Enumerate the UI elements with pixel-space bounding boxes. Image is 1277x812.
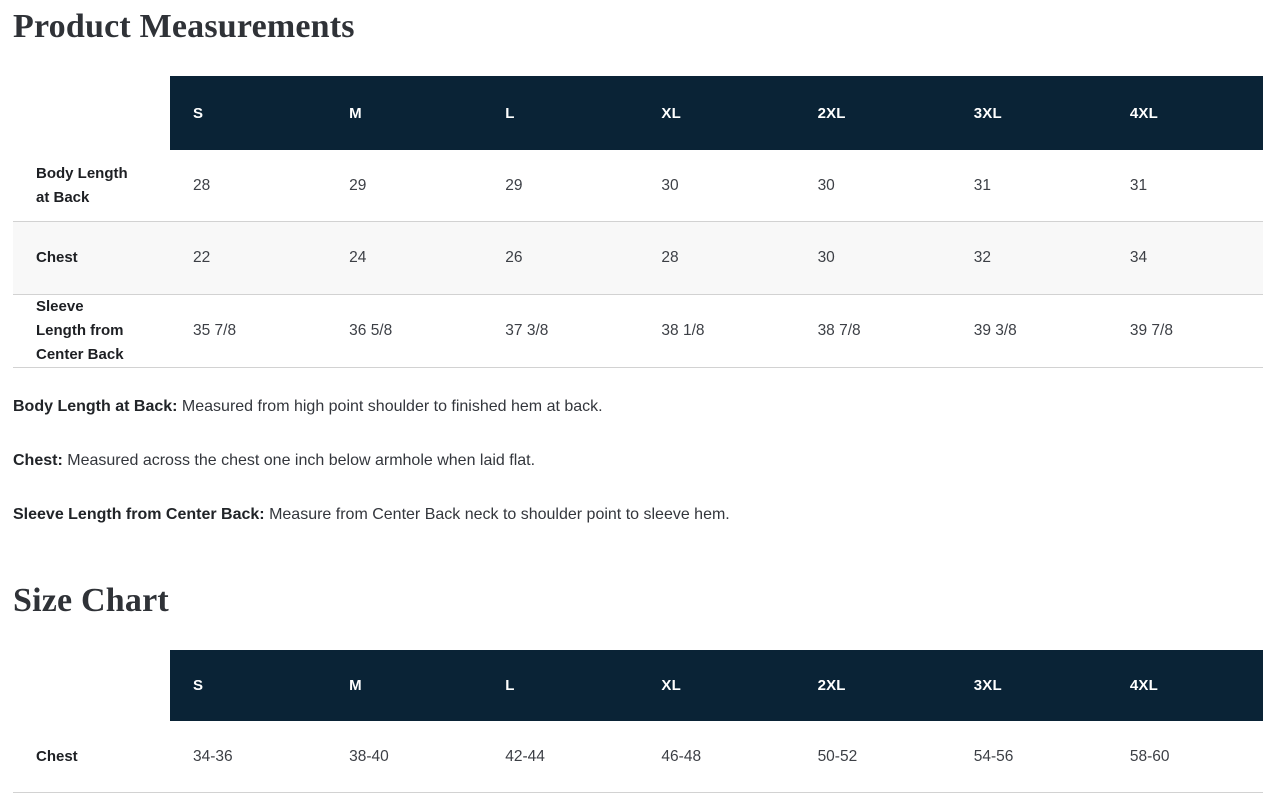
row-label: Chest xyxy=(36,249,78,266)
size-guide-page: Product Measurements S M L XL 2XL 3XL 4X… xyxy=(13,8,1263,793)
note-body-length: Body Length at Back: Measured from high … xyxy=(13,395,1263,419)
cell-value: 32 xyxy=(973,249,991,266)
row-label: Body Length at Back xyxy=(36,164,128,206)
cell-value: 54-56 xyxy=(973,747,1014,765)
column-header-4xl: 4XL xyxy=(1106,650,1263,721)
measurements-table-header-row: S M L XL 2XL 3XL 4XL xyxy=(13,76,1263,150)
note-definition: Measure from Center Back neck to shoulde… xyxy=(269,506,730,523)
table-row-chest: Chest 22 24 26 28 30 32 34 xyxy=(13,222,1263,295)
column-header-l: L xyxy=(482,650,639,721)
cell-value: 31 xyxy=(973,176,991,194)
header-corner-cell xyxy=(13,650,170,721)
row-label: Chest xyxy=(36,747,78,765)
cell-value: 34-36 xyxy=(193,747,233,765)
table-row-sleeve-length: Sleeve Length from Center Back 35 7/8 36… xyxy=(13,295,1263,368)
column-header-xl: XL xyxy=(638,650,795,721)
cell-value: 22 xyxy=(193,249,211,266)
column-header-m: M xyxy=(326,650,483,721)
column-header-m: M xyxy=(326,76,483,150)
size-chart-header-row: S M L XL 2XL 3XL 4XL xyxy=(13,650,1263,721)
row-label: Sleeve Length from Center Back xyxy=(36,298,124,363)
cell-value: 29 xyxy=(505,176,523,194)
cell-value: 38-40 xyxy=(349,747,389,765)
column-header-3xl: 3XL xyxy=(950,76,1107,150)
note-definition: Measured across the chest one inch below… xyxy=(67,452,536,469)
column-header-xl: XL xyxy=(638,76,795,150)
column-header-s: S xyxy=(170,76,327,150)
cell-value: 31 xyxy=(1129,176,1148,194)
column-header-3xl: 3XL xyxy=(950,650,1107,721)
column-header-l: L xyxy=(482,76,639,150)
cell-value: 30 xyxy=(817,176,835,194)
cell-value: 30 xyxy=(817,249,835,266)
column-header-4xl: 4XL xyxy=(1106,76,1263,150)
cell-value: 42-44 xyxy=(505,747,545,765)
note-sleeve-length: Sleeve Length from Center Back: Measure … xyxy=(13,503,1263,527)
cell-value: 28 xyxy=(661,249,679,266)
note-chest: Chest: Measured across the chest one inc… xyxy=(13,449,1263,473)
size-chart-section: Size Chart S M L XL 2XL 3XL 4XL Chest 34… xyxy=(13,582,1263,793)
cell-value: 35 7/8 xyxy=(193,322,237,339)
column-header-2xl: 2XL xyxy=(794,76,951,150)
product-measurements-title: Product Measurements xyxy=(13,8,355,45)
cell-value: 29 xyxy=(349,176,367,194)
note-term: Body Length at Back: xyxy=(13,398,178,415)
cell-value: 58-60 xyxy=(1129,747,1170,765)
cell-value: 24 xyxy=(349,249,367,266)
cell-value: 46-48 xyxy=(661,747,702,765)
size-chart-table: S M L XL 2XL 3XL 4XL Chest 34-36 38-40 4… xyxy=(13,650,1263,793)
product-measurements-table: S M L XL 2XL 3XL 4XL Body Length at Back… xyxy=(13,76,1263,368)
table-row-chest-range: Chest 34-36 38-40 42-44 46-48 50-52 54-5… xyxy=(13,721,1263,793)
measurement-notes: Body Length at Back: Measured from high … xyxy=(13,395,1263,527)
column-header-s: S xyxy=(170,650,327,721)
cell-value: 50-52 xyxy=(817,747,858,765)
cell-value: 37 3/8 xyxy=(505,322,549,339)
cell-value: 28 xyxy=(193,176,211,194)
header-corner-cell xyxy=(13,76,170,150)
cell-value: 30 xyxy=(661,176,679,194)
size-chart-title: Size Chart xyxy=(13,582,169,619)
cell-value: 36 5/8 xyxy=(349,322,393,339)
table-row-body-length: Body Length at Back 28 29 29 30 30 31 31 xyxy=(13,150,1263,222)
cell-value: 39 7/8 xyxy=(1129,322,1173,339)
cell-value: 39 3/8 xyxy=(973,322,1017,339)
column-header-2xl: 2XL xyxy=(794,650,951,721)
note-definition: Measured from high point shoulder to fin… xyxy=(181,398,603,415)
product-measurements-section: Product Measurements S M L XL 2XL 3XL 4X… xyxy=(13,8,1263,527)
cell-value: 38 1/8 xyxy=(661,322,705,339)
cell-value: 34 xyxy=(1129,249,1148,266)
note-term: Chest: xyxy=(13,452,63,469)
cell-value: 38 7/8 xyxy=(817,322,861,339)
note-term: Sleeve Length from Center Back: xyxy=(13,506,265,523)
cell-value: 26 xyxy=(505,249,523,266)
